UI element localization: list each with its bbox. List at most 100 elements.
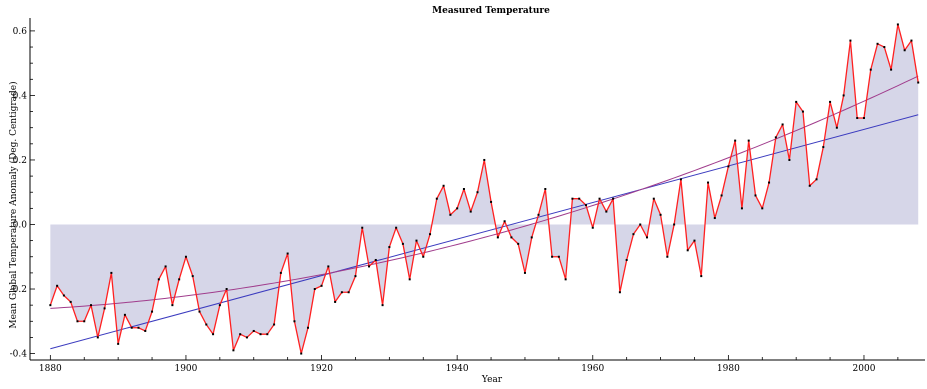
data-point: [734, 139, 737, 142]
data-point: [740, 207, 743, 210]
data-point: [557, 255, 560, 258]
data-point: [781, 123, 784, 126]
data-point: [693, 239, 696, 242]
y-tick-label: 0.2: [13, 156, 27, 166]
data-point: [327, 265, 330, 268]
data-point: [151, 310, 154, 313]
data-point: [334, 300, 337, 303]
data-point: [835, 126, 838, 129]
data-point: [144, 329, 147, 332]
data-point: [632, 233, 635, 236]
data-point: [123, 313, 126, 316]
data-point: [551, 255, 554, 258]
data-point: [130, 326, 133, 329]
data-point: [252, 329, 255, 332]
data-point: [646, 236, 649, 239]
data-point: [496, 236, 499, 239]
data-point: [279, 271, 282, 274]
data-point: [625, 258, 628, 261]
data-point: [856, 117, 859, 120]
data-point: [456, 207, 459, 210]
data-point: [700, 275, 703, 278]
x-tick-label: 1940: [446, 364, 469, 374]
anomaly-fill-area: [50, 24, 919, 354]
data-point: [429, 233, 432, 236]
data-point: [286, 252, 289, 255]
data-point: [388, 246, 391, 249]
x-tick-label: 1980: [717, 364, 740, 374]
data-point: [178, 278, 181, 281]
data-point: [591, 226, 594, 229]
data-point: [862, 117, 865, 120]
data-point: [347, 291, 350, 294]
fill-region: [50, 24, 919, 354]
data-point: [435, 197, 438, 200]
y-tick-label: -0.2: [10, 285, 27, 295]
data-point: [618, 291, 621, 294]
data-point: [266, 333, 269, 336]
data-point: [571, 197, 574, 200]
data-point: [49, 304, 52, 307]
data-point: [225, 288, 228, 291]
data-point: [659, 213, 662, 216]
data-point: [361, 226, 364, 229]
data-point: [293, 320, 296, 323]
data-point: [340, 291, 343, 294]
data-point: [822, 146, 825, 149]
data-point: [76, 320, 79, 323]
data-point: [530, 236, 533, 239]
axes: 1880 1900 1920 1940 1960 1980 2000 -0.4 -0.2 0.0 0…: [10, 18, 925, 374]
y-tick-label: 0.0: [13, 220, 28, 230]
data-point: [313, 288, 316, 291]
data-point: [896, 23, 899, 26]
data-point: [578, 197, 581, 200]
data-point: [761, 207, 764, 210]
data-point: [713, 217, 716, 220]
data-point: [368, 265, 371, 268]
data-point: [727, 165, 730, 168]
y-axis-title: Mean Global Temperature Anomaly (Deg. Ce…: [8, 81, 19, 328]
data-point: [306, 326, 309, 329]
x-tick-label: 1900: [174, 364, 197, 374]
data-point: [612, 197, 615, 200]
data-point: [910, 39, 913, 42]
data-point: [62, 294, 65, 297]
data-points: [49, 23, 920, 355]
data-point: [449, 213, 452, 216]
x-tick-label: 1880: [39, 364, 62, 374]
data-point: [408, 278, 411, 281]
data-point: [476, 191, 479, 194]
data-point: [544, 188, 547, 190]
data-point: [490, 200, 493, 203]
data-point: [673, 223, 676, 226]
y-tick-label: 0.6: [13, 27, 28, 37]
data-point: [462, 188, 465, 190]
data-point: [774, 136, 777, 139]
data-point: [876, 42, 879, 45]
data-point: [212, 333, 215, 336]
data-point: [869, 68, 872, 71]
data-point: [510, 236, 513, 239]
data-point: [259, 333, 262, 336]
data-point: [395, 226, 398, 229]
data-point: [523, 271, 526, 274]
data-point: [198, 310, 201, 313]
data-point: [300, 352, 303, 355]
data-point: [96, 336, 99, 339]
data-point: [605, 210, 608, 213]
data-point: [245, 336, 248, 339]
data-point: [537, 213, 540, 216]
x-axis-title: Year: [481, 375, 503, 384]
data-point: [503, 220, 506, 223]
data-point: [56, 284, 59, 287]
data-point: [639, 223, 642, 226]
chart-title: Measured Temperature: [432, 6, 550, 16]
data-point: [415, 239, 418, 242]
data-point: [90, 304, 93, 307]
data-point: [157, 278, 160, 281]
data-point: [598, 197, 601, 200]
data-point: [883, 46, 886, 49]
data-point: [754, 194, 757, 197]
data-point: [354, 275, 357, 278]
